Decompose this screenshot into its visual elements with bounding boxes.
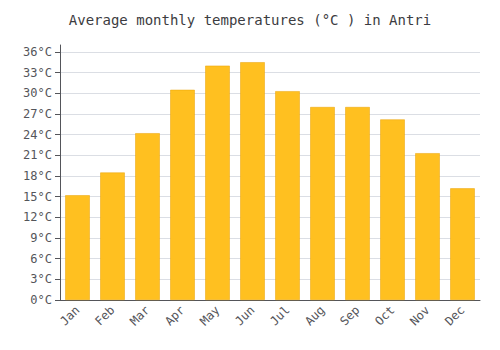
svg-text:Sep: Sep xyxy=(337,303,362,328)
svg-text:21°C: 21°C xyxy=(23,148,52,162)
svg-text:Jul: Jul xyxy=(267,303,292,328)
svg-text:9°C: 9°C xyxy=(30,231,52,245)
svg-text:30°C: 30°C xyxy=(23,86,52,100)
svg-text:Dec: Dec xyxy=(442,303,467,328)
svg-text:12°C: 12°C xyxy=(23,210,52,224)
svg-text:Aug: Aug xyxy=(302,303,327,328)
svg-text:Oct: Oct xyxy=(372,303,397,328)
svg-text:15°C: 15°C xyxy=(23,190,52,204)
svg-text:Average monthly temperatures (: Average monthly temperatures (°C ) in An… xyxy=(69,12,431,28)
svg-text:May: May xyxy=(197,303,222,328)
svg-text:Apr: Apr xyxy=(162,303,187,328)
svg-text:33°C: 33°C xyxy=(23,66,52,80)
svg-text:36°C: 36°C xyxy=(23,45,52,59)
svg-text:Feb: Feb xyxy=(92,303,117,328)
svg-text:27°C: 27°C xyxy=(23,107,52,121)
svg-text:6°C: 6°C xyxy=(30,252,52,266)
svg-text:Nov: Nov xyxy=(407,303,432,328)
svg-text:Jan: Jan xyxy=(57,303,82,328)
svg-text:0°C: 0°C xyxy=(30,293,52,307)
svg-text:18°C: 18°C xyxy=(23,169,52,183)
svg-text:Jun: Jun xyxy=(232,303,257,328)
svg-text:3°C: 3°C xyxy=(30,272,52,286)
svg-text:Mar: Mar xyxy=(127,303,152,328)
svg-text:24°C: 24°C xyxy=(23,128,52,142)
